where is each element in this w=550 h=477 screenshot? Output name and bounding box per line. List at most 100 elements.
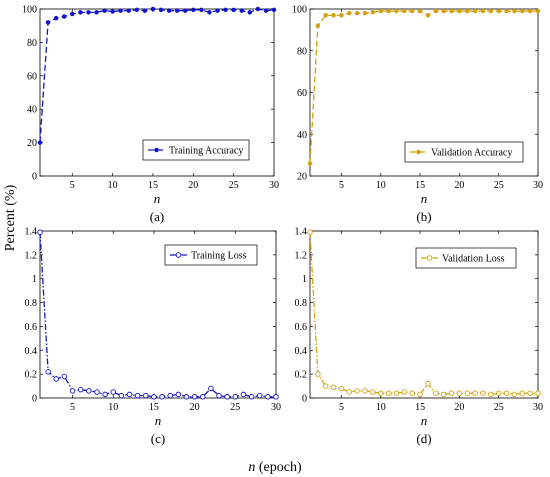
data-point	[315, 23, 321, 28]
data-point	[354, 10, 360, 16]
x-tick-label: 20	[454, 402, 464, 413]
shared-x-axis-label: n (epoch)	[248, 460, 302, 475]
legend-c: Training Loss	[164, 244, 258, 266]
data-point	[110, 389, 116, 395]
x-tick-label: 30	[533, 402, 543, 413]
x-tick-label: 10	[376, 402, 386, 413]
y-tick-label: 0.8	[295, 298, 308, 309]
data-point	[110, 9, 115, 14]
data-point	[322, 383, 329, 389]
legend-b: Validation Accuracy	[404, 141, 524, 163]
data-point	[347, 10, 352, 16]
data-point	[472, 8, 478, 14]
legend-entry: Training Accuracy	[169, 146, 243, 157]
data-point	[378, 8, 384, 14]
y-tick-label: 60	[27, 71, 37, 82]
legend-marker-sample	[416, 149, 421, 155]
legend-box	[164, 244, 258, 266]
y-tick-label: 100	[292, 5, 307, 16]
shared-x-axis-variable: n	[248, 460, 255, 475]
legend-marker-sample	[154, 147, 159, 153]
y-tick-label: 0.6	[295, 322, 308, 333]
x-tick-label: 15	[149, 402, 159, 413]
y-tick-label: 80	[27, 38, 37, 49]
data-point	[488, 391, 494, 398]
data-point	[61, 14, 67, 19]
data-point	[231, 7, 236, 13]
x-axis-label-a: n	[154, 191, 161, 206]
data-point	[191, 394, 198, 400]
data-point	[182, 8, 188, 13]
legend-box	[404, 141, 524, 163]
data-point	[150, 6, 156, 12]
data-point	[520, 8, 525, 14]
y-tick-label: 0.8	[25, 298, 38, 309]
data-point	[77, 386, 84, 393]
data-point	[386, 8, 391, 14]
y-tick-label: 1.2	[25, 250, 38, 261]
data-point	[370, 9, 376, 15]
data-point	[78, 10, 83, 15]
data-point	[134, 7, 140, 13]
data-point	[126, 8, 132, 13]
data-point	[45, 369, 51, 375]
data-point	[142, 8, 148, 13]
data-point	[256, 392, 263, 399]
data-point	[174, 8, 180, 13]
data-point	[362, 10, 368, 16]
x-tick-label: 20	[190, 402, 200, 413]
data-point	[394, 8, 399, 14]
data-point	[240, 391, 247, 398]
legend-entry: Validation Accuracy	[431, 148, 512, 159]
data-point	[200, 394, 206, 400]
data-point	[102, 8, 107, 13]
data-point	[69, 388, 76, 394]
data-point	[151, 394, 157, 400]
x-tick-label: 5	[70, 180, 75, 191]
data-point	[315, 371, 321, 377]
legend-d: Validation Loss	[415, 247, 517, 269]
data-point	[417, 391, 423, 398]
data-point	[346, 389, 353, 395]
data-point	[94, 389, 100, 395]
data-point	[166, 8, 172, 13]
data-point	[199, 7, 204, 13]
data-point	[503, 390, 510, 396]
x-tick-label: 20	[454, 180, 464, 191]
data-point	[61, 373, 68, 380]
x-tick-label: 5	[339, 180, 344, 191]
x-tick-label: 15	[415, 402, 425, 413]
data-point	[339, 13, 344, 18]
data-point	[402, 8, 407, 14]
data-point	[535, 390, 541, 396]
legend-a: Training Accuracy	[142, 139, 250, 161]
y-tick-label: 0	[32, 172, 37, 183]
data-point	[464, 390, 470, 396]
y-tick-label: 0.6	[25, 322, 38, 333]
data-point	[527, 8, 533, 14]
data-point	[495, 390, 502, 396]
y-tick-label: 1.4	[25, 227, 38, 238]
shared-x-axis-unit: (epoch)	[255, 460, 302, 475]
data-point	[183, 394, 190, 400]
data-point	[208, 385, 214, 392]
y-tick-label: 40	[27, 105, 37, 116]
data-point	[456, 390, 463, 396]
y-tick-label: 0	[302, 394, 307, 405]
data-point	[45, 20, 51, 25]
data-point	[255, 6, 261, 12]
legend-marker-sample	[175, 252, 182, 258]
data-point	[378, 390, 384, 396]
x-tick-label: 15	[148, 180, 158, 191]
data-point	[370, 389, 376, 395]
data-point	[441, 8, 446, 14]
data-point	[223, 7, 228, 13]
data-point	[393, 390, 400, 396]
data-point	[126, 391, 133, 398]
panel-b: 20 40 60 80 100 5 10 15 20 25 30 n (b) Validation Acc…	[292, 5, 543, 225]
data-point	[307, 229, 313, 235]
data-point	[527, 390, 533, 396]
data-point	[215, 8, 220, 13]
x-axis-label-d: n	[421, 413, 428, 428]
